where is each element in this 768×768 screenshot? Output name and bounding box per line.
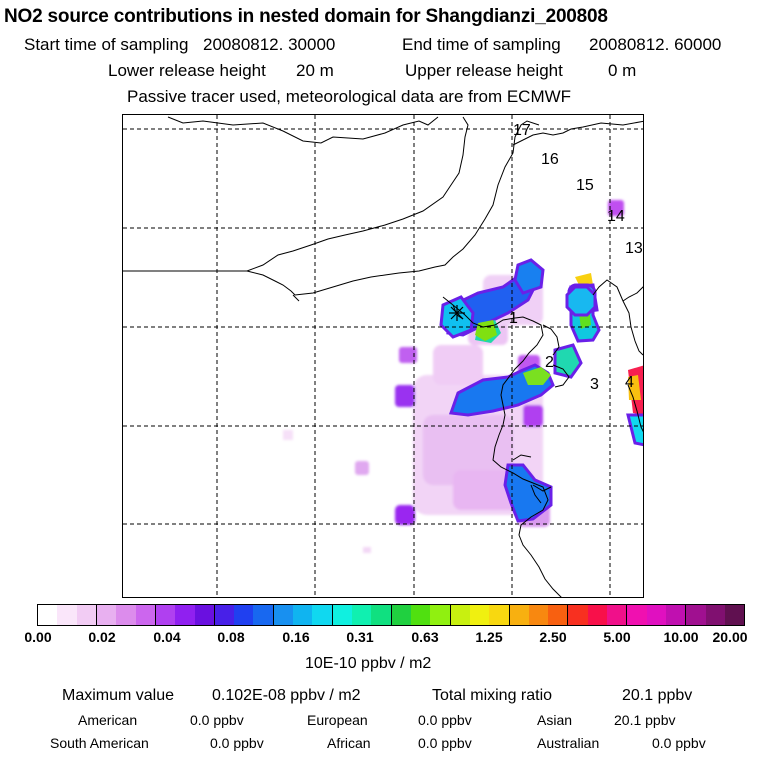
colorbar-segment (587, 605, 608, 625)
colorbar-tick: 1.25 (475, 629, 503, 645)
colorbar-unit: 10E-10 ppbv / m2 (305, 655, 432, 672)
region-american-value: 0.0 ppbv (190, 712, 244, 728)
colorbar-tick: 20.00 (712, 629, 748, 645)
colorbar-segment (724, 605, 745, 625)
colorbar-segment (76, 605, 97, 625)
trajectory-label-14: 14 (607, 208, 625, 225)
colorbar-segment (568, 605, 588, 625)
plot-title: NO2 source contributions in nested domai… (4, 6, 608, 27)
colorbar-segment (253, 605, 274, 625)
trajectory-label-13: 13 (625, 240, 643, 257)
lower-release-label: Lower release height (108, 61, 266, 80)
region-american-label: American (78, 712, 138, 728)
colorbar-segment (135, 605, 156, 625)
start-time-value: 20080812. 30000 (203, 35, 336, 54)
region-australian-label: Australian (537, 735, 600, 751)
start-time-label: Start time of sampling (24, 35, 189, 54)
colorbar-segment (686, 605, 706, 625)
plume-northeast (575, 287, 603, 315)
colorbar-segment (646, 605, 666, 625)
region-south-american-value: 0.0 ppbv (210, 735, 264, 751)
colorbar-segment (214, 605, 235, 625)
region-african-value: 0.0 ppbv (418, 735, 472, 751)
colorbar-segment (175, 605, 195, 625)
trajectory-label-4: 4 (625, 374, 634, 391)
colorbar-tick: 0.16 (282, 629, 310, 645)
colorbar-tick: 0.02 (88, 629, 116, 645)
trajectory-label-17: 17 (513, 122, 531, 139)
colorbar-segment (194, 605, 215, 625)
colorbar-tick: 0.31 (346, 629, 374, 645)
colorbar-segment (391, 605, 411, 625)
trajectory-label-3: 3 (590, 376, 599, 393)
site-marker-icon (449, 305, 465, 321)
colorbar-segment (293, 605, 313, 625)
colorbar-tick: 0.63 (411, 629, 439, 645)
colorbar-segment (57, 605, 77, 625)
colorbar-segment (38, 605, 58, 625)
total-mixing-label: Total mixing ratio (432, 687, 553, 704)
colorbar-segment (528, 605, 549, 625)
coastlines (123, 116, 643, 597)
colorbar-tick: 0.00 (24, 629, 52, 645)
graticule (123, 115, 643, 597)
upper-release-value: 0 m (608, 61, 637, 80)
map-canvas (123, 115, 643, 597)
colorbar-segment (234, 605, 254, 625)
colorbar-segment (430, 605, 451, 625)
region-asian-label: Asian (537, 712, 573, 728)
colorbar-segment (469, 605, 490, 625)
contribution-map: 17 16 15 14 13 1 2 3 4 (122, 114, 644, 598)
colorbar-segment (273, 605, 294, 625)
colorbar-segment (666, 605, 687, 625)
lower-release-value: 20 m (296, 61, 334, 80)
upper-release-label: Upper release height (405, 61, 563, 80)
colorbar-segment (96, 605, 117, 625)
colorbar-tick: 0.04 (153, 629, 181, 645)
region-african-label: African (327, 735, 371, 751)
colorbar-segment (509, 605, 529, 625)
colorbar-segment (489, 605, 510, 625)
end-time-label: End time of sampling (402, 35, 561, 54)
end-time-value: 20080812. 60000 (589, 35, 722, 54)
trajectory-label-1: 1 (509, 310, 518, 327)
colorbar-segment (705, 605, 725, 625)
trajectory-label-16: 16 (541, 151, 559, 168)
max-value: 0.102E-08 ppbv / m2 (212, 687, 361, 704)
colorbar-segment (410, 605, 431, 625)
colorbar-segment (627, 605, 647, 625)
trajectory-label-2: 2 (545, 354, 554, 371)
colorbar-segment (450, 605, 470, 625)
colorbar (37, 604, 745, 626)
colorbar-segment (332, 605, 352, 625)
max-value-label: Maximum value (62, 687, 175, 704)
region-australian-value: 0.0 ppbv (652, 735, 706, 751)
trajectory-label-15: 15 (576, 177, 594, 194)
colorbar-segment (116, 605, 136, 625)
colorbar-segment (352, 605, 372, 625)
colorbar-tick: 0.08 (217, 629, 245, 645)
colorbar-segment (155, 605, 176, 625)
colorbar-segment (548, 605, 569, 625)
plume-octagon (565, 285, 597, 317)
colorbar-segment (607, 605, 628, 625)
colorbar-segment (312, 605, 333, 625)
region-european-label: European (307, 712, 368, 728)
total-mixing-value: 20.1 ppbv (622, 687, 693, 704)
colorbar-tick: 10.00 (663, 629, 699, 645)
region-asian-value: 20.1 ppbv (614, 712, 676, 728)
region-south-american-label: South American (50, 735, 149, 751)
region-european-value: 0.0 ppbv (418, 712, 472, 728)
colorbar-segment (371, 605, 392, 625)
colorbar-tick: 2.50 (539, 629, 567, 645)
tracer-note: Passive tracer used, meteorological data… (127, 87, 572, 106)
colorbar-tick: 5.00 (603, 629, 631, 645)
